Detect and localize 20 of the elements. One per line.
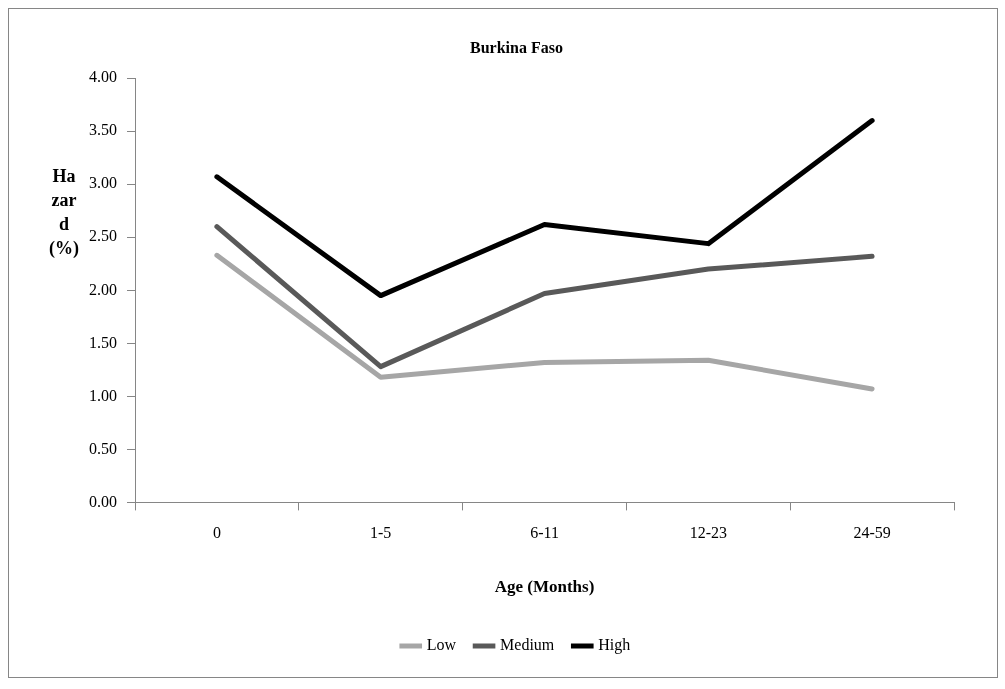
- x-tick-label: 0: [212, 524, 221, 542]
- y-tick-label: 3.50: [89, 121, 117, 139]
- x-tick-label: 24-59: [853, 524, 891, 542]
- x-tick-label: 12-23: [689, 524, 727, 542]
- y-tick-label: 4.00: [89, 68, 117, 86]
- x-tick-label: 6-11: [530, 524, 559, 542]
- y-tick-label: 0.00: [89, 492, 117, 510]
- y-tick-label: 3.00: [89, 174, 117, 192]
- y-tick-label: 1.00: [89, 386, 117, 404]
- x-tick-label: 1-5: [370, 524, 392, 542]
- y-axis-title: Hazard (%): [49, 165, 79, 260]
- x-axis-title: Age (Months): [494, 577, 595, 597]
- y-tick-label: 2.00: [89, 280, 117, 298]
- legend-label: Medium: [500, 636, 555, 654]
- y-tick-label: 2.50: [89, 227, 117, 245]
- legend-label: Low: [426, 636, 457, 654]
- y-tick-label: 1.50: [89, 333, 117, 351]
- legend-label: High: [598, 636, 631, 655]
- y-tick-label: 0.50: [89, 439, 117, 457]
- chart-title: Burkina Faso: [470, 38, 563, 56]
